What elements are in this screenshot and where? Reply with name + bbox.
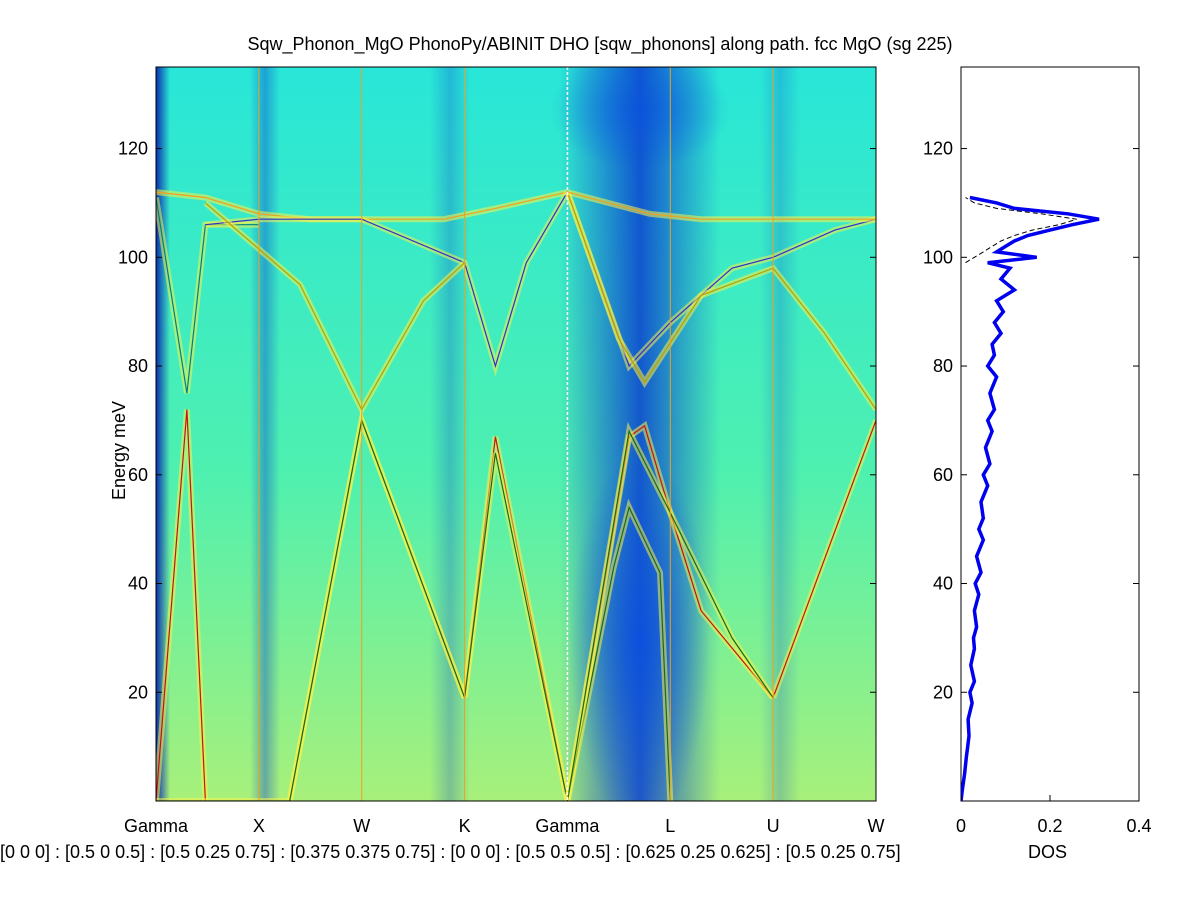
branch-line-14 xyxy=(567,191,876,220)
dos-series-line-1 xyxy=(965,197,1077,264)
path-coordinates-label: [0 0 0] : [0.5 0 0.5] : [0.5 0.25 0.75] … xyxy=(0,842,901,862)
dos-ytick-label-120: 120 xyxy=(923,139,953,159)
heatmap-blob-l xyxy=(570,450,710,801)
heatmap-blob-top xyxy=(550,67,730,170)
heatmap-panel xyxy=(156,67,876,801)
main-xtick-label-5: L xyxy=(665,816,675,836)
dos-xtick-label-0.4: 0.4 xyxy=(1126,816,1151,836)
heatmap-band-k xyxy=(430,67,470,801)
main-ytick-label-100: 100 xyxy=(118,247,148,267)
path-vertical-lines xyxy=(258,67,876,801)
heatmap-band-x xyxy=(250,67,280,801)
dos-xtick-label-0: 0 xyxy=(956,816,966,836)
dos-series xyxy=(961,195,1100,801)
main-xtick-label-7: W xyxy=(868,816,885,836)
main-xtick-label-6: U xyxy=(767,816,780,836)
dos-ytick-label-80: 80 xyxy=(933,356,953,376)
dos-y-axis: 20 40 60 80 100 120 xyxy=(923,139,1139,702)
main-ytick-label-60: 60 xyxy=(128,465,148,485)
main-ytick-label-40: 40 xyxy=(128,574,148,594)
dos-ytick-label-100: 100 xyxy=(923,247,953,267)
dos-xtick-label-0.2: 0.2 xyxy=(1037,816,1062,836)
heatmap-frame xyxy=(155,66,877,802)
branch-line-12 xyxy=(566,191,876,368)
dos-series-line-0 xyxy=(961,195,1100,801)
main-xtick-label-4: Gamma xyxy=(535,816,600,836)
main-ytick-label-80: 80 xyxy=(128,356,148,376)
dos-frame xyxy=(960,66,1140,802)
chart-title: Sqw_Phonon_MgO PhonoPy/ABINIT DHO [sqw_p… xyxy=(247,34,953,54)
main-xtick-label-0: Gamma xyxy=(124,816,189,836)
dos-x-axis-title: DOS xyxy=(1028,842,1068,862)
dos-panel: 20 40 60 80 100 120 0 0.2 0.4 xyxy=(923,66,1152,836)
main-xtick-label-2: W xyxy=(353,816,370,836)
main-x-axis: Gamma X W K Gamma L U W xyxy=(124,816,885,836)
branch-line-5 xyxy=(772,420,876,698)
main-ytick-label-120: 120 xyxy=(118,139,148,159)
branch-line-0 xyxy=(156,409,206,801)
y-axis-title: Energy meV xyxy=(109,400,130,501)
dos-x-axis: 0 0.2 0.4 xyxy=(956,795,1152,836)
main-xtick-label-1: X xyxy=(253,816,265,836)
main-ytick-label-20: 20 xyxy=(128,682,148,702)
dos-ytick-label-40: 40 xyxy=(933,574,953,594)
dos-ytick-label-20: 20 xyxy=(933,682,953,702)
main-xtick-label-3: K xyxy=(459,816,471,836)
dos-ytick-label-60: 60 xyxy=(933,465,953,485)
branch-line-13 xyxy=(566,191,876,410)
branch-line-6 xyxy=(566,505,671,801)
main-y-axis: 20 40 60 80 100 120 xyxy=(118,139,876,702)
